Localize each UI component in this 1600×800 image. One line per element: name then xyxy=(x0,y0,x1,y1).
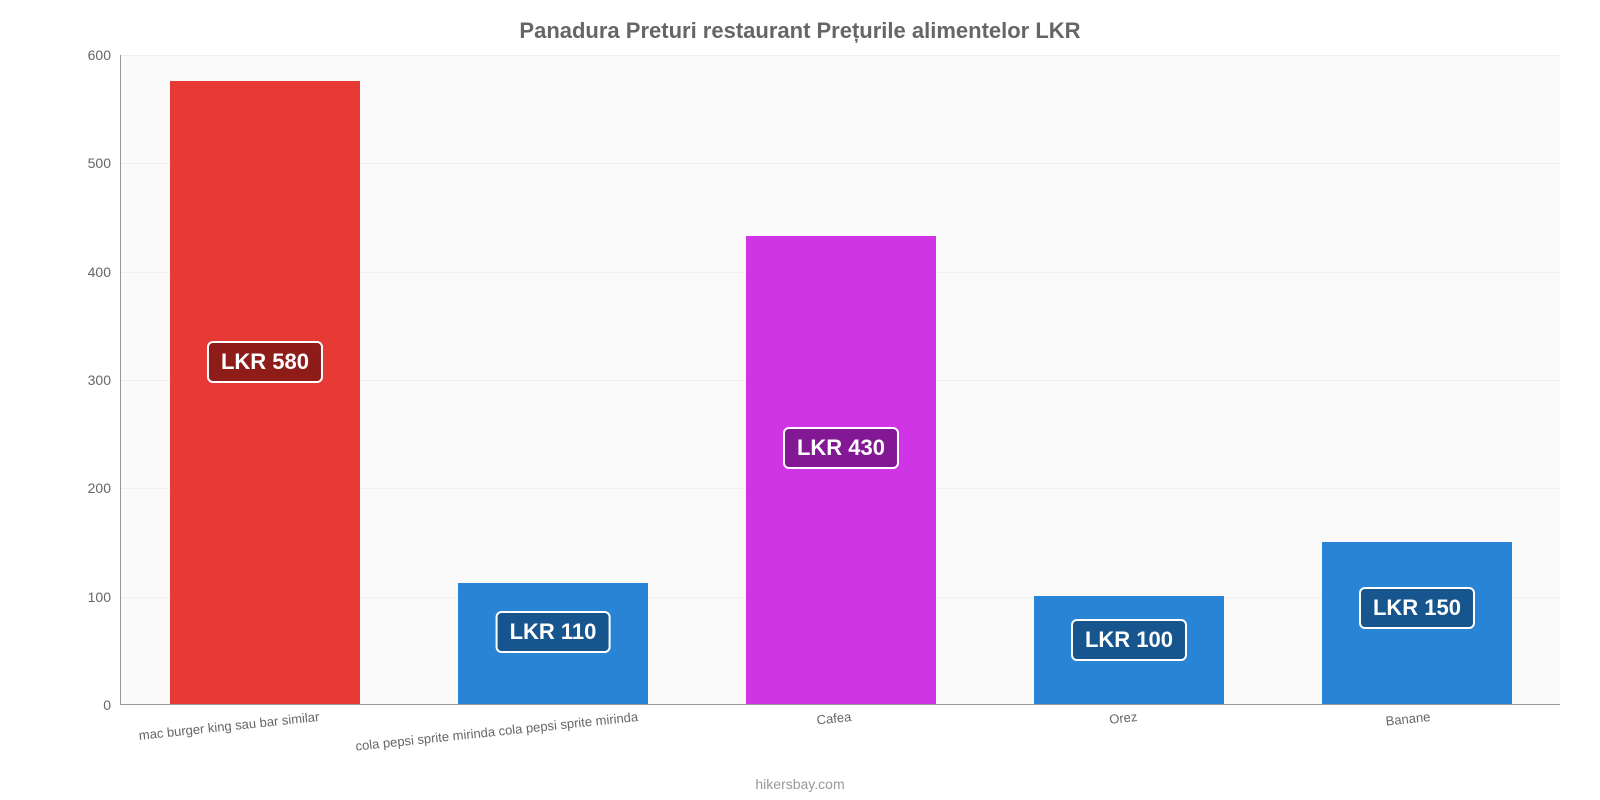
value-badge: LKR 430 xyxy=(783,427,899,469)
y-tick-label: 200 xyxy=(88,480,111,496)
value-badge: LKR 110 xyxy=(496,611,611,653)
y-tick-label: 100 xyxy=(88,589,111,605)
value-badge: LKR 150 xyxy=(1359,587,1475,629)
x-tick-label: Orez xyxy=(1108,709,1138,727)
source-text: hikersbay.com xyxy=(0,776,1600,792)
x-axis-labels: mac burger king sau bar similar cola peps… xyxy=(120,705,1560,765)
x-tick-label: mac burger king sau bar similar xyxy=(138,709,320,743)
value-badge: LKR 580 xyxy=(207,341,323,383)
y-tick-label: 400 xyxy=(88,264,111,280)
y-tick-label: 600 xyxy=(88,47,111,63)
bar xyxy=(746,236,936,704)
plot-area: 0100200300400500600LKR 580LKR 110LKR 430… xyxy=(120,55,1560,705)
gridline xyxy=(121,55,1560,56)
y-tick-label: 500 xyxy=(88,155,111,171)
x-tick-label: cola pepsi sprite mirinda cola pepsi spr… xyxy=(355,709,639,754)
value-badge: LKR 100 xyxy=(1071,619,1187,661)
bar xyxy=(170,81,360,704)
x-tick-label: Cafea xyxy=(816,709,852,728)
x-tick-label: Banane xyxy=(1385,709,1431,729)
chart-title: Panadura Preturi restaurant Prețurile al… xyxy=(0,0,1600,44)
y-tick-label: 0 xyxy=(103,697,111,713)
y-tick-label: 300 xyxy=(88,372,111,388)
